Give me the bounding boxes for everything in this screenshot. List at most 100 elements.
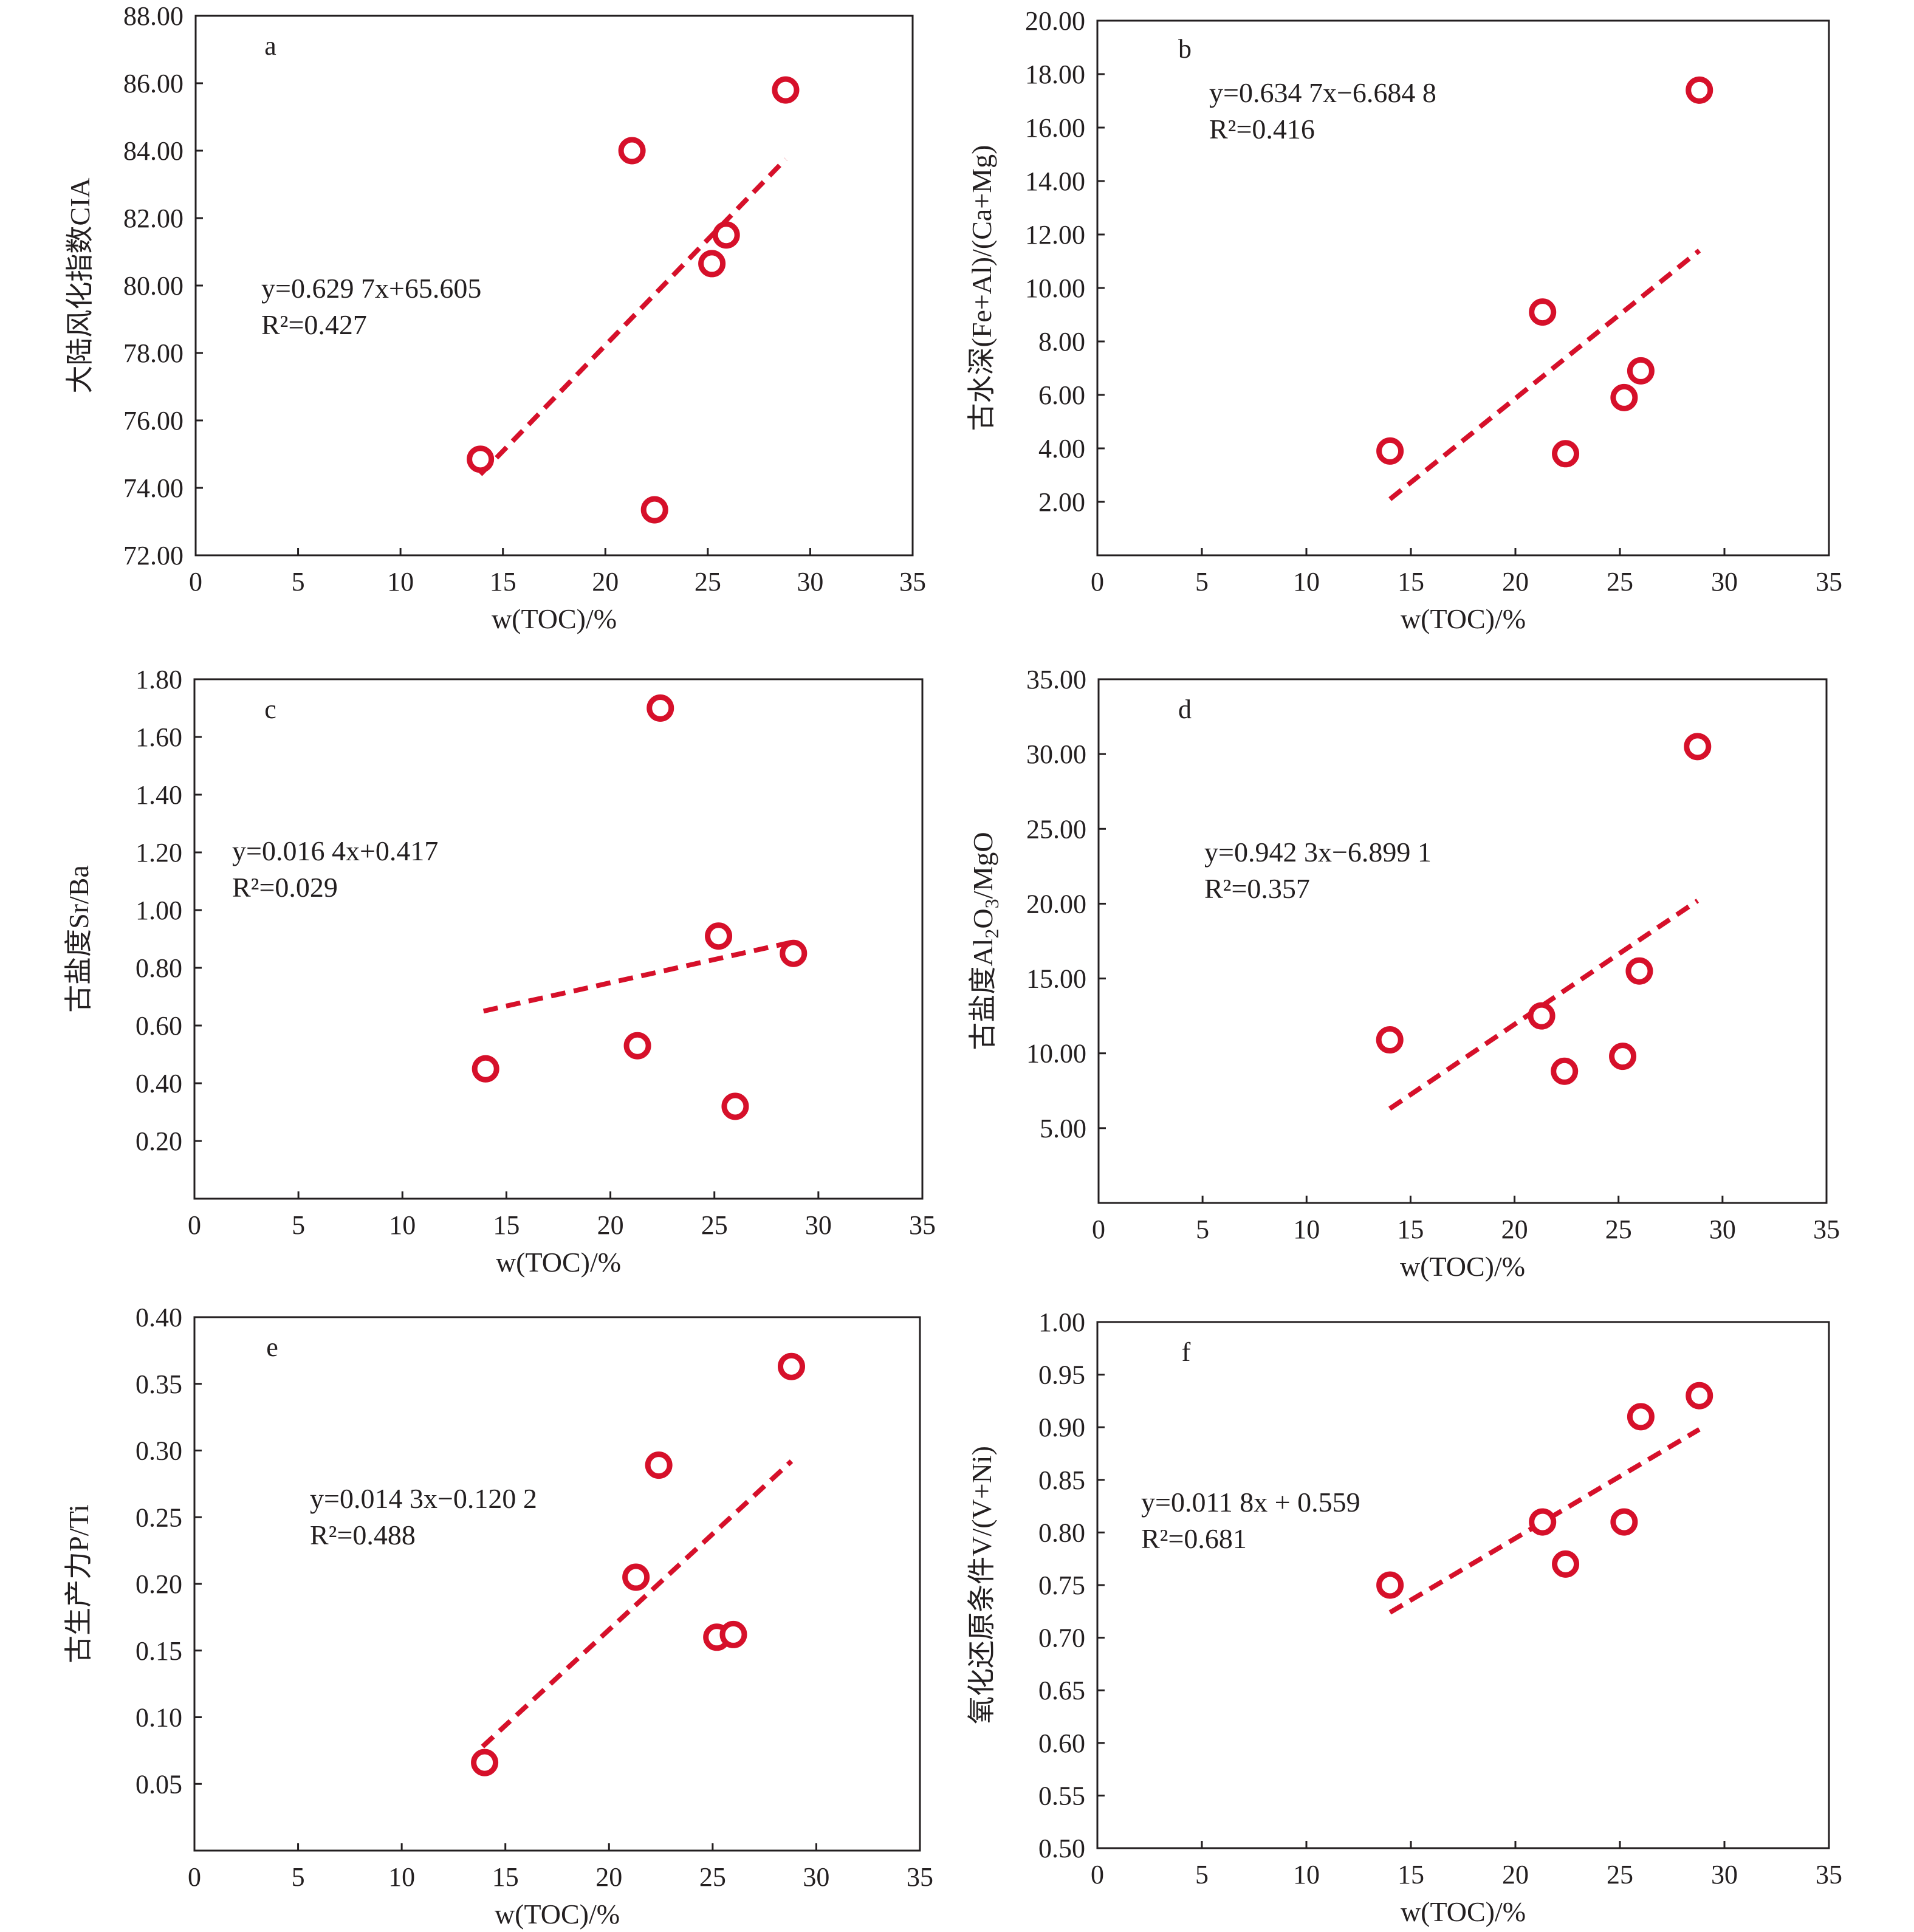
data-point xyxy=(1552,1550,1580,1578)
x-axis-label: w(TOC)/% xyxy=(492,603,617,634)
y-tick-label: 0.65 xyxy=(1038,1676,1085,1705)
panel-label: f xyxy=(1182,1337,1191,1367)
x-tick-label: 0 xyxy=(1091,1860,1104,1889)
x-tick-label: 30 xyxy=(1711,1860,1738,1889)
panel-label: b xyxy=(1178,34,1192,64)
y-tick-label: 0.60 xyxy=(1038,1728,1085,1758)
x-tick-label: 5 xyxy=(1196,1214,1209,1244)
panel-a: 0 5 10 15 20 25 30 35 72.00 74.00 76.00 78.00 80.00 8… xyxy=(64,1,926,634)
y-tick-label: 0.25 xyxy=(135,1502,182,1532)
panel-label: a xyxy=(264,31,276,61)
data-point xyxy=(1551,1057,1579,1085)
panel-label: c xyxy=(264,694,276,724)
y-tick-label: 20.00 xyxy=(1025,6,1085,36)
x-tick-label: 20 xyxy=(1501,1214,1528,1244)
x-tick-label: 15 xyxy=(1398,567,1424,597)
x-tick-label: 25 xyxy=(699,1862,726,1892)
x-tick-label: 35 xyxy=(909,1210,936,1240)
x-tick-label: 15 xyxy=(492,1862,519,1892)
x-axis-label: w(TOC)/% xyxy=(495,1899,620,1930)
y-axis-label: 氧化还原条件V/(V+Ni) xyxy=(966,1446,997,1724)
x-tick-label: 25 xyxy=(701,1210,728,1240)
x-tick-label: 35 xyxy=(1816,567,1842,597)
y-tick-label: 0.40 xyxy=(135,1303,182,1332)
data-point xyxy=(472,1055,499,1083)
x-tick-label: 5 xyxy=(1195,567,1209,597)
y-tick-label: 4.00 xyxy=(1038,434,1085,464)
x-tick-label: 0 xyxy=(188,1210,201,1240)
y-tick-label: 10.00 xyxy=(1026,1039,1086,1069)
panel-label: e xyxy=(266,1332,278,1362)
data-point xyxy=(1376,437,1404,465)
r-squared: R²=0.488 xyxy=(310,1519,416,1550)
x-tick-label: 25 xyxy=(1605,1214,1632,1244)
data-point xyxy=(721,1092,749,1120)
y-tick-label: 0.50 xyxy=(1038,1834,1085,1863)
y-tick-label: 0.10 xyxy=(135,1703,182,1733)
panel-c: 0 5 10 15 20 25 30 35 0.20 0.40 0.60 0.80 1.00 1.20 1.… xyxy=(63,665,936,1278)
x-tick-label: 25 xyxy=(1607,1860,1633,1889)
data-point xyxy=(780,939,808,967)
data-point xyxy=(1376,1571,1404,1599)
y-tick-label: 12.00 xyxy=(1025,220,1085,250)
y-tick-label: 5.00 xyxy=(1040,1114,1086,1143)
x-tick-label: 25 xyxy=(695,567,721,597)
data-point xyxy=(1529,1508,1557,1536)
y-tick-label: 1.00 xyxy=(135,896,182,925)
x-tick-label: 20 xyxy=(592,567,619,597)
y-tick-label: 0.55 xyxy=(1038,1781,1085,1810)
x-tick-label: 35 xyxy=(907,1862,933,1892)
x-tick-label: 5 xyxy=(292,1862,305,1892)
r-squared: R²=0.416 xyxy=(1209,114,1315,145)
data-point xyxy=(1529,298,1557,326)
x-tick-label: 5 xyxy=(292,567,305,597)
data-point xyxy=(471,1749,499,1776)
r-squared: R²=0.427 xyxy=(261,309,367,340)
y-tick-label: 0.20 xyxy=(135,1126,182,1156)
y-tick-label: 0.20 xyxy=(135,1569,182,1599)
x-axis-label: w(TOC)/% xyxy=(1401,603,1526,634)
x-tick-label: 15 xyxy=(493,1210,520,1240)
y-tick-label: 8.00 xyxy=(1038,327,1085,357)
y-tick-label: 76.00 xyxy=(123,406,184,436)
y-tick-label: 16.00 xyxy=(1025,113,1085,143)
y-tick-label: 14.00 xyxy=(1025,166,1085,196)
y-tick-label: 1.00 xyxy=(1038,1307,1085,1337)
regression-line xyxy=(482,939,794,1014)
y-axis-label: 大陆风化指数CIA xyxy=(64,177,95,393)
data-point xyxy=(712,221,740,249)
plot-frame xyxy=(1097,678,1828,1204)
data-point xyxy=(1627,357,1655,385)
x-tick-label: 10 xyxy=(388,1862,415,1892)
data-point xyxy=(1552,440,1580,468)
data-point xyxy=(645,1451,673,1479)
regression-equation: y=0.016 4x+0.417 xyxy=(232,835,438,866)
y-tick-label: 1.80 xyxy=(135,665,182,694)
data-point xyxy=(1609,1043,1637,1070)
data-point xyxy=(705,922,733,950)
data-point xyxy=(618,137,646,165)
data-point xyxy=(467,445,495,473)
plot-frame xyxy=(193,678,924,1200)
data-point xyxy=(1686,76,1713,104)
y-tick-label: 80.00 xyxy=(123,271,184,301)
regression-line xyxy=(1388,1427,1701,1615)
panel-b: 0 5 10 15 20 25 30 35 2.00 4.00 6.00 8.00 10.00 12.00… xyxy=(966,6,1842,634)
data-point xyxy=(772,76,800,104)
y-tick-label: 0.60 xyxy=(135,1011,182,1041)
y-tick-label: 84.00 xyxy=(123,136,184,166)
y-axis-label: 古盐度Sr/Ba xyxy=(63,865,94,1013)
data-point xyxy=(777,1352,805,1380)
r-squared: R²=0.029 xyxy=(232,872,338,903)
y-tick-label: 20.00 xyxy=(1026,889,1086,919)
panel-e: 0 5 10 15 20 25 30 35 0.05 0.10 0.15 0.20 0.25 0.30 0.… xyxy=(63,1303,933,1930)
regression-line xyxy=(1388,248,1701,501)
y-tick-label: 0.30 xyxy=(135,1436,182,1466)
x-tick-label: 10 xyxy=(1293,567,1320,597)
y-tick-label: 25.00 xyxy=(1026,814,1086,844)
x-tick-label: 20 xyxy=(595,1862,622,1892)
x-axis-label: w(TOC)/% xyxy=(496,1247,621,1278)
x-tick-label: 30 xyxy=(803,1862,829,1892)
y-axis-label: 古盐度Al2O3/MgO xyxy=(967,832,1003,1050)
panel-f: 0 5 10 15 20 25 30 35 0.50 0.55 0.60 0.65 0.70 0.75 0.… xyxy=(966,1307,1842,1927)
